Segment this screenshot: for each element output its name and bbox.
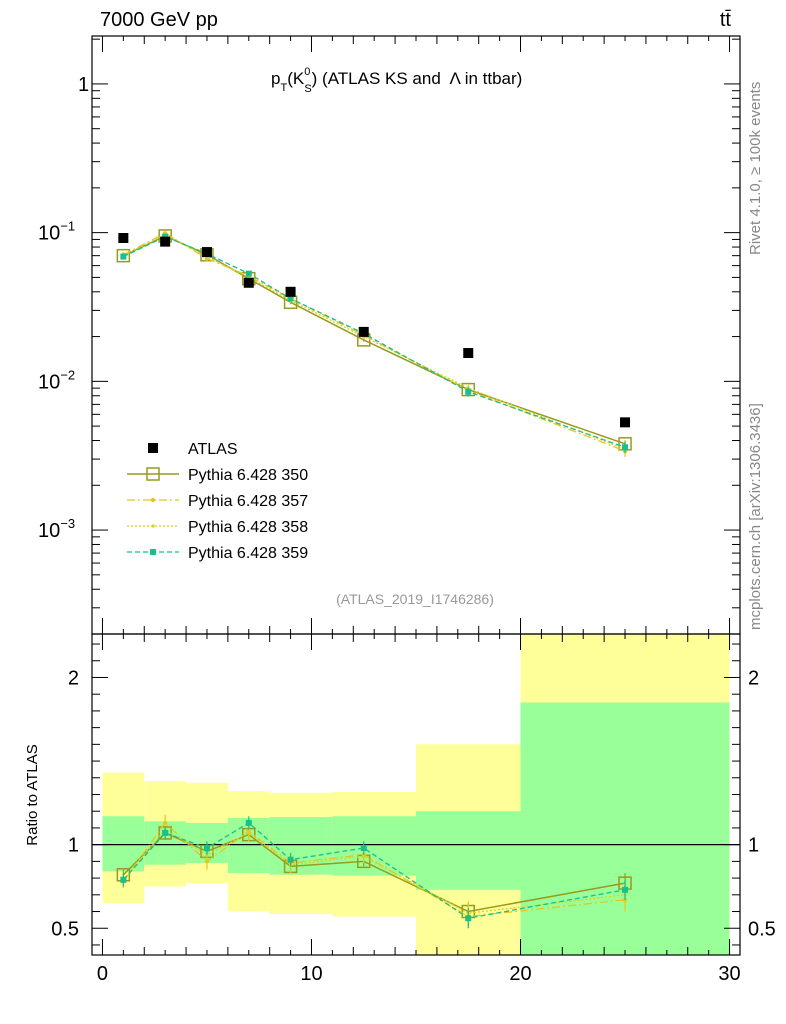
main-p357 [121, 231, 628, 457]
main-data-point [160, 236, 171, 247]
ratio-y-tick-label: 1 [68, 835, 79, 857]
main-point [622, 444, 629, 451]
main-data-point [358, 326, 369, 337]
energy-label: 7000 GeV pp [100, 9, 218, 31]
legend-label: Pythia 6.428 359 [188, 545, 308, 562]
ratio-band-inner [416, 811, 521, 890]
main-data-point [243, 277, 254, 288]
title-lambda: Λ [450, 69, 462, 88]
legend: ATLAS Pythia 6.428 350 Pythia 6.428 357 Pyt… [127, 441, 308, 562]
legend-label: ATLAS [188, 441, 238, 458]
ratio-point [287, 856, 294, 863]
ratio-y-tick-label-right: 1 [748, 835, 759, 857]
rivet-version-label: Rivet 4.1.0, ≥ 100k events [747, 82, 764, 255]
title-tail: in ttbar) [465, 69, 523, 88]
main-data-point [201, 247, 212, 258]
ratio-band-inner [520, 702, 730, 955]
ratio-point [162, 829, 169, 836]
ratio-x-tick-label: 30 [718, 963, 740, 985]
legend-swatch-data [148, 443, 158, 453]
legend-label: Pythia 6.428 358 [188, 519, 308, 536]
ratio-point [203, 845, 210, 851]
ratio-y-label: Ratio to ATLAS [24, 744, 41, 845]
ratio-line-p350 [122, 832, 626, 913]
title-sup-0: 0 [304, 66, 310, 78]
ratio-point [247, 831, 251, 835]
main-data-point [118, 233, 129, 244]
ratio-x-tick-label: 10 [300, 963, 322, 985]
title-sub-s: S [304, 83, 311, 95]
ratio-uncertainty-bands [102, 634, 730, 955]
ratio-series [116, 814, 632, 929]
ratio-y-tick-label-right: 0.5 [748, 918, 776, 940]
main-y-tick-label: 10−1 [38, 219, 75, 245]
main-p350 [116, 229, 632, 451]
title-p: p [271, 69, 280, 88]
legend-swatch-marker [151, 524, 155, 528]
ratio-line-p358 [122, 828, 626, 914]
process-label: tt̄ [720, 9, 732, 31]
ratio-p359 [120, 816, 629, 929]
ratio-axes: 0.5 0.51 12 20 10 20 30 [51, 633, 776, 985]
main-point [116, 248, 131, 263]
analysis-id-label: (ATLAS_2019_I1746286) [336, 591, 494, 607]
ratio-point [360, 845, 367, 851]
main-point [120, 253, 127, 260]
title-close: ) (ATLAS KS and [312, 69, 441, 88]
legend-swatch-marker [150, 497, 156, 503]
svg-text:pT(K0S) (ATLAS KS and Λ: pT(K0 S) (ATLAS KS and Λ in ttbar) [271, 66, 522, 95]
legend-label: Pythia 6.428 350 [188, 467, 308, 484]
legend-swatch-marker [146, 467, 160, 481]
title-sub-t: T [280, 82, 287, 94]
mcplots-label: mcplots.cern.ch [arXiv:1306.3436] [747, 403, 764, 630]
ratio-x-tick-label: 20 [509, 963, 531, 985]
main-y-tick-label: 10−3 [38, 516, 75, 542]
legend-label: Pythia 6.428 357 [188, 493, 308, 510]
ratio-point [120, 876, 127, 883]
ratio-point [622, 886, 629, 893]
main-axes: 1 10−1 10−2 10−3 [38, 35, 741, 635]
main-y-tick-label: 10−2 [38, 367, 75, 393]
main-data-point [463, 348, 474, 359]
main-point [245, 270, 252, 277]
chart-title: pT(K0 S) (ATLAS KS and Λ in ttbar) [271, 66, 522, 95]
main-point [287, 295, 294, 302]
main-line-p359 [123, 235, 626, 448]
ratio-line-p357 [122, 821, 626, 918]
ratio-y-tick-label: 0.5 [51, 918, 79, 940]
title-open: (K [287, 69, 305, 88]
main-series [116, 229, 632, 457]
main-data-point [285, 286, 296, 297]
main-line-p358 [123, 233, 626, 450]
main-line-p357 [123, 232, 626, 452]
ratio-point [245, 819, 252, 826]
ratio-point [362, 854, 366, 858]
ratio-y-tick-label: 2 [68, 667, 79, 689]
ratio-band-inner [102, 816, 145, 872]
main-point [465, 388, 472, 395]
main-y-tick-label: 1 [78, 74, 89, 96]
legend-swatch-marker [150, 549, 156, 555]
ratio-point [465, 915, 472, 922]
main-line-p350 [123, 235, 626, 445]
ratio-y-tick-label-right: 2 [748, 667, 759, 689]
ratio-x-tick-label: 0 [97, 963, 108, 985]
main-data-point [620, 417, 631, 428]
